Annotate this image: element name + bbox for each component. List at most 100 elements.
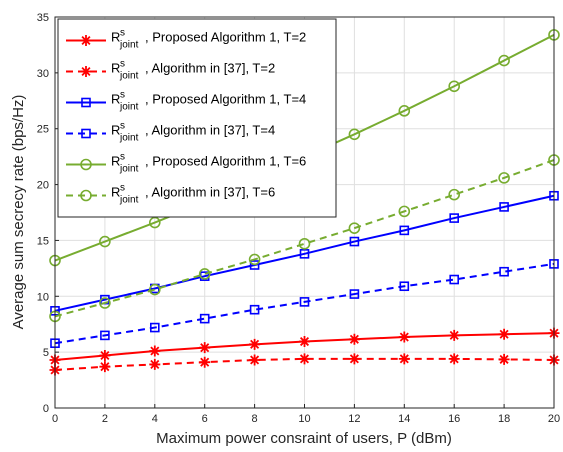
data-point [348, 333, 360, 345]
legend-symbol: R [111, 61, 120, 76]
legend-subscript: joint [119, 164, 139, 175]
legend-marker [81, 128, 91, 139]
axes: 0 2 4 6 8 10 12 14 16 18 20 0 5 10 15 20 25 30 35 [37, 12, 560, 425]
x-tick-label: 14 [398, 413, 410, 425]
data-point [498, 328, 510, 340]
data-point [149, 345, 161, 357]
legend-superscript: s [120, 183, 125, 194]
data-point [498, 353, 510, 365]
data-point [449, 213, 460, 223]
data-point [348, 128, 361, 141]
legend-superscript: s [120, 59, 125, 70]
data-point [100, 330, 110, 341]
legend-box [57, 18, 337, 218]
data-point [99, 361, 111, 373]
series-line [54, 262, 555, 345]
data-point [299, 353, 310, 365]
x-tick-label: 2 [102, 413, 108, 425]
data-point [198, 268, 211, 280]
legend-superscript: s [120, 121, 125, 132]
plot-border [54, 16, 555, 409]
y-tick-label: 15 [37, 235, 49, 247]
legend-superscript: s [120, 90, 125, 101]
data-point [399, 225, 410, 236]
legend-marker [80, 158, 92, 171]
legend-symbol: R [111, 92, 120, 107]
data-point [299, 336, 310, 348]
legend-subscript: joint [119, 102, 139, 113]
data-point [99, 349, 111, 361]
y-tick-label: 25 [37, 124, 49, 136]
series-3 [50, 190, 559, 316]
data-point [398, 353, 410, 365]
data-point [99, 235, 111, 248]
data-point [149, 358, 161, 370]
data-point [448, 329, 460, 341]
x-tick-label: 12 [348, 413, 360, 425]
legend-subscript: joint [119, 133, 139, 144]
x-tick-label: 4 [152, 413, 158, 425]
data-point [199, 313, 210, 324]
y-tick-label: 35 [37, 12, 49, 24]
legend-label: , Algorithm in [37], T=4 [145, 123, 275, 138]
series-1 [49, 327, 560, 366]
legend-symbol: R [111, 185, 120, 200]
legend-marker [80, 66, 92, 77]
data-point [348, 353, 360, 365]
data-point [348, 222, 361, 234]
data-point [398, 205, 411, 218]
legend-symbol: R [111, 123, 120, 138]
data-point [150, 322, 160, 333]
data-point [449, 274, 460, 285]
legend-superscript: s [120, 28, 125, 39]
legend-symbol: R [111, 154, 120, 169]
data-point [249, 338, 261, 350]
data-point [349, 236, 360, 247]
data-point [398, 105, 411, 117]
data-point [299, 249, 310, 259]
data-point [499, 202, 509, 212]
data-point [349, 289, 360, 299]
data-point [499, 266, 509, 277]
legend-marker [81, 97, 91, 108]
legend-label: , Proposed Algorithm 1, T=4 [145, 92, 306, 107]
data-point [199, 342, 211, 354]
x-tick-label: 16 [448, 413, 460, 425]
data-point [398, 331, 410, 343]
y-tick-label: 20 [37, 180, 49, 192]
legend-subscript: joint [119, 71, 139, 82]
data-point [249, 260, 260, 270]
data-point [299, 297, 310, 307]
y-tick-label: 30 [37, 68, 49, 80]
legend-superscript: s [120, 152, 125, 163]
data-point [298, 237, 311, 250]
x-tick-label: 0 [52, 413, 58, 425]
legend-label: , Proposed Algorithm 1, T=6 [145, 154, 306, 169]
y-tick-label: 0 [43, 403, 49, 415]
data-point [448, 80, 461, 93]
data-point [199, 356, 211, 368]
x-tick-label: 8 [252, 413, 258, 425]
data-point [249, 354, 261, 366]
series-line [54, 194, 555, 312]
data-point [399, 281, 410, 292]
series-line [54, 159, 555, 318]
legend-label: , Algorithm in [37], T=6 [145, 185, 275, 200]
x-tick-label: 6 [202, 413, 208, 425]
x-axis-label: Maximum power consraint of users, P (dBm… [156, 430, 452, 447]
data-point [448, 353, 460, 365]
y-tick-label: 5 [43, 347, 49, 359]
series-6 [49, 154, 560, 323]
x-tick-label: 10 [298, 413, 310, 425]
data-point [149, 216, 161, 229]
x-tick-label: 18 [498, 413, 510, 425]
legend-marker [80, 189, 92, 202]
data-point [248, 253, 261, 266]
